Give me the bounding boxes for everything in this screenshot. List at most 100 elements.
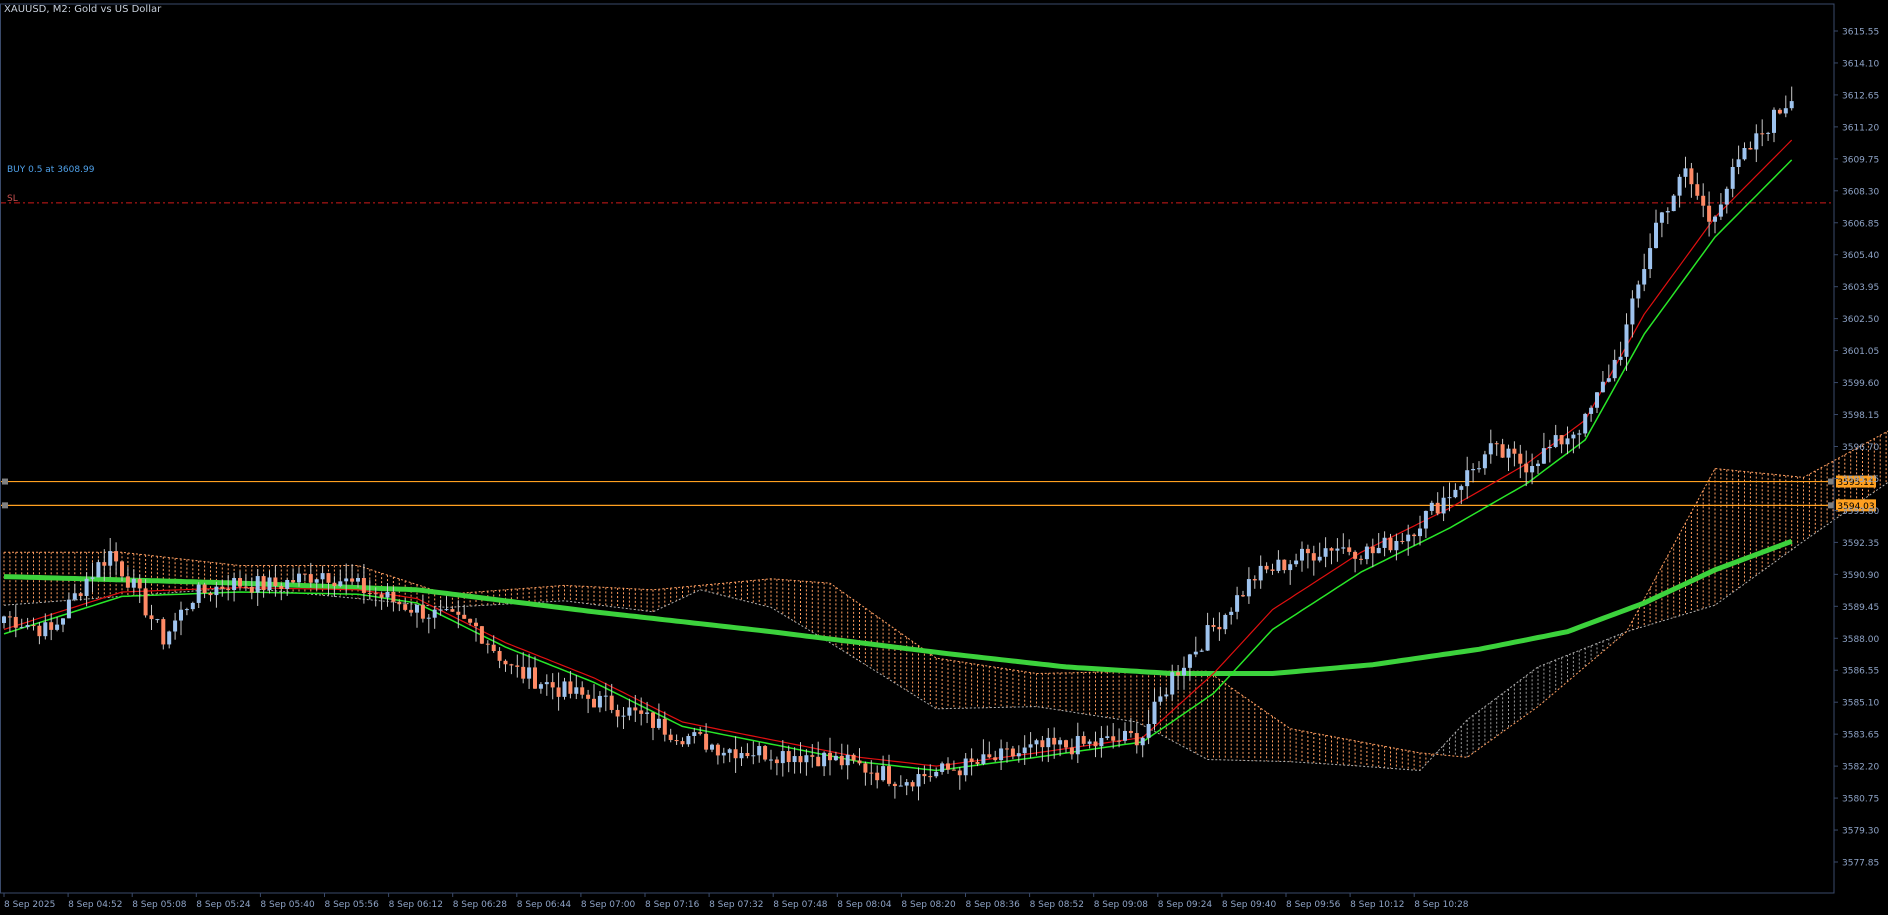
bear-candle	[249, 586, 254, 593]
bear-candle	[220, 586, 225, 589]
bull-candle	[1718, 204, 1723, 217]
bear-candle	[609, 695, 614, 710]
bear-candle	[816, 756, 821, 767]
bear-candle	[208, 593, 213, 596]
bull-candle	[1618, 356, 1623, 360]
level-handle-left[interactable]	[2, 502, 8, 509]
bull-candle	[1506, 448, 1511, 458]
bear-candle	[1347, 547, 1352, 552]
bull-candle	[1323, 548, 1328, 557]
bull-candle	[426, 617, 431, 619]
bull-candle	[656, 718, 661, 728]
bear-candle	[568, 681, 573, 694]
bear-candle	[515, 665, 520, 667]
bull-candle	[751, 755, 756, 757]
bear-candle	[987, 754, 992, 758]
bull-candle	[338, 581, 343, 587]
bear-candle	[1388, 537, 1393, 551]
bull-candle	[1636, 284, 1641, 299]
stop-loss-label[interactable]: SL	[7, 194, 18, 204]
bull-candle	[385, 591, 390, 598]
bull-candle	[538, 684, 543, 689]
time-tick-label: 8 Sep 09:08	[1094, 900, 1149, 910]
time-tick-label: 8 Sep 04:52	[68, 900, 122, 910]
bull-candle	[1223, 614, 1228, 630]
bear-candle	[1707, 205, 1712, 222]
bull-candle	[1276, 559, 1281, 571]
bear-candle	[279, 585, 284, 589]
bear-candle	[1500, 444, 1505, 458]
bear-candle	[1093, 741, 1098, 747]
bear-candle	[409, 609, 414, 613]
bear-candle	[580, 687, 585, 695]
bull-candle	[1789, 101, 1794, 109]
bull-candle	[1364, 546, 1369, 560]
price-tick-label: 3606.85	[1842, 219, 1879, 229]
price-tick-label: 3589.45	[1842, 603, 1879, 613]
time-tick-label: 8 Sep 09:24	[1158, 900, 1213, 910]
bull-candle	[285, 580, 290, 589]
bull-candle	[562, 681, 567, 697]
price-tick-label: 3586.55	[1842, 667, 1879, 677]
bear-candle	[1311, 553, 1316, 561]
bear-candle	[497, 651, 502, 661]
bull-candle	[833, 755, 838, 761]
bull-candle	[804, 755, 809, 763]
bear-candle	[763, 746, 768, 760]
bear-candle	[450, 609, 455, 612]
cloud-edge-a	[3, 481, 1888, 772]
level-handle-left[interactable]	[2, 478, 8, 485]
bear-candle	[828, 752, 832, 761]
bear-candle	[1559, 435, 1564, 445]
price-tick-label: 3577.85	[1842, 859, 1879, 869]
time-axis[interactable]: 8 Sep 2025 8 Sep 04:52 8 Sep 05:08 8 Sep 05…	[3, 893, 1469, 910]
bear-candle	[592, 698, 596, 708]
price-axis[interactable]: 3615.55 3614.10 3612.65 3611.20 3609.75 3608.…	[1834, 28, 1879, 869]
bull-candle	[769, 759, 773, 761]
bull-candle	[1654, 222, 1658, 249]
sma-slow-line	[3, 538, 1793, 676]
bear-candle	[1359, 558, 1363, 560]
bear-candle	[1689, 168, 1694, 185]
bear-candle	[120, 561, 124, 577]
price-tick-label: 3595.25	[1842, 475, 1879, 485]
bull-candle	[1146, 724, 1151, 738]
bear-candle	[786, 751, 791, 763]
level-handle-right[interactable]	[1828, 478, 1834, 485]
bull-candle	[2, 616, 6, 624]
bull-candle	[1671, 195, 1676, 212]
bear-candle	[78, 593, 83, 596]
bull-candle	[1087, 741, 1092, 744]
cloud-edge-b	[4, 430, 1888, 758]
bear-candle	[114, 551, 119, 562]
price-tick-label: 3602.50	[1842, 315, 1879, 325]
bull-candle	[1547, 446, 1552, 449]
bear-candle	[7, 616, 12, 618]
price-tick-label: 3609.75	[1842, 155, 1879, 165]
price-tick-label: 3580.75	[1842, 795, 1879, 805]
bull-candle	[1235, 595, 1240, 612]
level-handle-right[interactable]	[1828, 502, 1834, 509]
bear-candle	[137, 578, 142, 589]
bull-candle	[190, 602, 195, 610]
bear-candle	[651, 712, 655, 728]
bear-candle	[928, 776, 933, 778]
bear-candle	[951, 769, 956, 771]
bear-candle	[13, 616, 18, 628]
bull-candle	[1317, 556, 1322, 561]
bull-candle	[1482, 454, 1487, 469]
buy-order-label[interactable]: BUY 0.5 at 3608.99	[7, 165, 95, 175]
bull-candle	[1642, 269, 1647, 285]
bull-candle	[232, 578, 237, 591]
sma-mid-line	[3, 159, 1793, 772]
bull-candle	[1648, 248, 1653, 270]
bull-candle	[1595, 392, 1599, 408]
bull-candle	[1565, 438, 1570, 445]
bull-candle	[84, 578, 89, 596]
price-tick-label: 3582.20	[1842, 763, 1879, 773]
bear-candle	[226, 588, 231, 591]
price-tick-label: 3614.10	[1842, 59, 1879, 69]
